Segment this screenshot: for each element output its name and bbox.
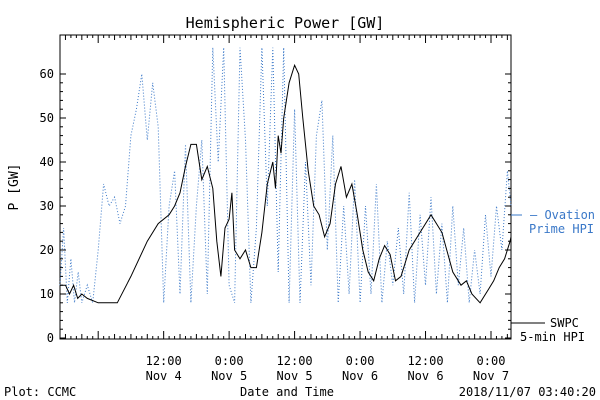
plot-frame	[59, 34, 512, 340]
y-tick-label: 20	[40, 243, 54, 257]
legend-label-ovation-line2: Prime HPI	[529, 222, 594, 236]
x-tick-label-date: Nov 5	[277, 369, 313, 383]
footer-plot-credit: Plot: CCMC	[4, 385, 76, 399]
x-tick-label-time: 0:00	[215, 354, 244, 368]
y-axis-label: P [GW]	[7, 164, 22, 211]
x-tick-label-time: 0:00	[477, 354, 506, 368]
series-line-swpc	[60, 63, 512, 304]
x-tick-label-date: Nov 5	[211, 369, 247, 383]
y-tick-label: 60	[40, 67, 54, 81]
legend-label-swpc-line1: SWPC	[550, 316, 579, 330]
x-tick-label-date: Nov 6	[342, 369, 378, 383]
x-tick-label-date: Nov 6	[407, 369, 443, 383]
x-tick-label-time: 12:00	[407, 354, 443, 368]
x-tick-label-time: 0:00	[346, 354, 375, 368]
x-tick-label-time: 12:00	[277, 354, 313, 368]
y-tick-label: 10	[40, 287, 54, 301]
footer-timestamp: 2018/11/07 03:40:20	[459, 385, 596, 399]
x-tick-label-date: Nov 4	[146, 369, 182, 383]
y-axis: 0 10 20 30 40 50 60	[40, 67, 511, 345]
chart-title: Hemispheric Power [GW]	[186, 14, 385, 32]
y-tick-label: 0	[47, 331, 54, 345]
x-tick-label-date: Nov 7	[473, 369, 509, 383]
y-tick-label: 50	[40, 111, 54, 125]
y-tick-label: 40	[40, 155, 54, 169]
x-tick-label-time: 12:00	[146, 354, 182, 368]
series-line-ovation-prime-hpi	[59, 47, 512, 303]
legend-label-ovation-line1: – Ovation	[530, 208, 595, 222]
legend-label-swpc-line2: 5-min HPI	[520, 330, 585, 344]
x-axis-label: Date and Time	[240, 385, 334, 399]
y-tick-label: 30	[40, 199, 54, 213]
